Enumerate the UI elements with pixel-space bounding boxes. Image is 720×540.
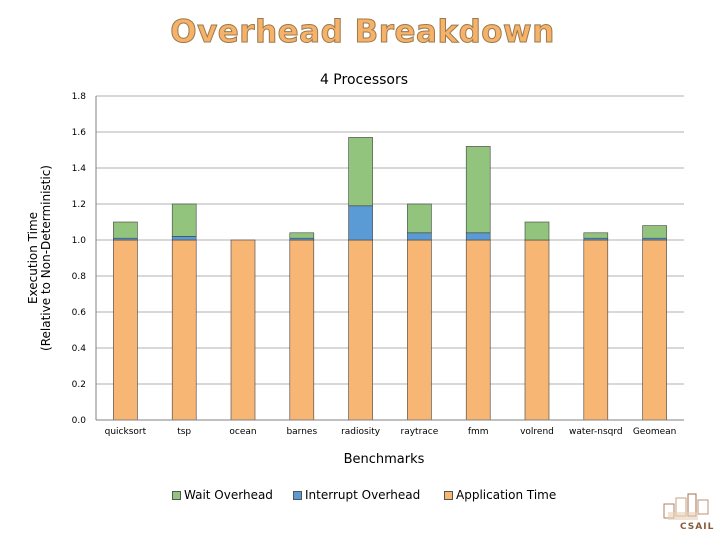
x-tick-label: raytrace: [401, 427, 439, 437]
bar-segment-wait-overhead: [407, 203, 432, 234]
y-tick-label: 0.6: [72, 308, 87, 318]
bar-segment-application-time: [230, 239, 256, 421]
bar-segment-application-time: [583, 239, 609, 421]
y-tick-label: 1.2: [72, 200, 86, 210]
legend-swatch-interrupt: [293, 490, 302, 500]
bar-segment-wait-overhead: [289, 232, 315, 239]
chart-title: 4 Processors: [320, 72, 408, 88]
legend-swatch-wait: [172, 490, 181, 500]
x-tick-label: fmm: [468, 427, 489, 437]
x-tick-label: ocean: [229, 427, 256, 437]
legend: Wait Overhead Interrupt Overhead Applica…: [0, 488, 720, 504]
y-tick-label: 0.0: [72, 416, 87, 426]
bar-segment-application-time: [113, 239, 138, 421]
y-tick-labels: 0.0 0.2 0.4 0.6 0.8 1.0 1.2 1.4 1.6 1.8: [72, 92, 87, 426]
bar-segment-interrupt-overhead: [407, 232, 432, 241]
bar-segment-wait-overhead: [348, 137, 373, 207]
slide-title: Overhead Breakdown: [170, 14, 555, 51]
y-axis-label-line2: (Relative to Non-Deterministic): [39, 165, 53, 351]
bar-segment-application-time: [348, 239, 373, 421]
x-tick-label: volrend: [520, 427, 554, 437]
y-tick-label: 1.8: [72, 92, 87, 102]
y-axis-label-line1: Execution Time: [26, 212, 40, 304]
bar-segment-wait-overhead: [465, 146, 491, 234]
x-axis-label: Benchmarks: [344, 452, 425, 467]
axes: [95, 96, 684, 421]
y-tick-label: 0.4: [72, 344, 87, 354]
bar-segment-application-time: [642, 239, 667, 421]
bar-segment-application-time: [407, 239, 432, 421]
x-tick-label: quicksort: [105, 427, 147, 437]
y-tick-label: 0.2: [72, 380, 86, 390]
legend-item-wait: Wait Overhead: [172, 488, 273, 502]
legend-item-application: Application Time: [444, 488, 556, 502]
x-tick-labels: quicksort tsp ocean barnes radiosity raytrace…: [105, 427, 677, 437]
bar-segment-application-time: [524, 239, 550, 421]
bar-segment-wait-overhead: [524, 221, 550, 241]
y-tick-label: 1.0: [72, 236, 87, 246]
bar-segment-application-time: [465, 239, 491, 421]
legend-label-wait: Wait Overhead: [184, 488, 273, 502]
bar-segment-wait-overhead: [642, 225, 667, 239]
legend-label-interrupt: Interrupt Overhead: [305, 488, 421, 502]
x-tick-label: water-nsqrd: [569, 427, 623, 437]
bar-segment-interrupt-overhead: [348, 205, 373, 241]
bar-segment-wait-overhead: [113, 221, 138, 239]
x-tick-label: radiosity: [341, 427, 381, 437]
y-tick-label: 1.4: [72, 164, 87, 174]
x-tick-label: Geomean: [633, 427, 677, 437]
x-tick-label: barnes: [286, 427, 317, 437]
y-tick-label: 1.6: [72, 128, 87, 138]
logo-text: CSAIL: [680, 522, 715, 532]
legend-swatch-application: [444, 490, 453, 500]
csail-logo-icon: [663, 493, 709, 520]
bar-segment-interrupt-overhead: [465, 232, 491, 241]
bar-segment-interrupt-overhead: [171, 236, 197, 241]
bar-segment-wait-overhead: [583, 232, 609, 239]
x-tick-label: tsp: [177, 427, 191, 437]
bar-segment-wait-overhead: [171, 203, 197, 237]
y-tick-label: 0.8: [72, 272, 87, 282]
legend-label-application: Application Time: [456, 488, 557, 502]
bars: [113, 137, 667, 421]
bar-segment-application-time: [289, 239, 315, 421]
bar-segment-application-time: [171, 239, 197, 421]
legend-item-interrupt: Interrupt Overhead: [293, 488, 420, 502]
